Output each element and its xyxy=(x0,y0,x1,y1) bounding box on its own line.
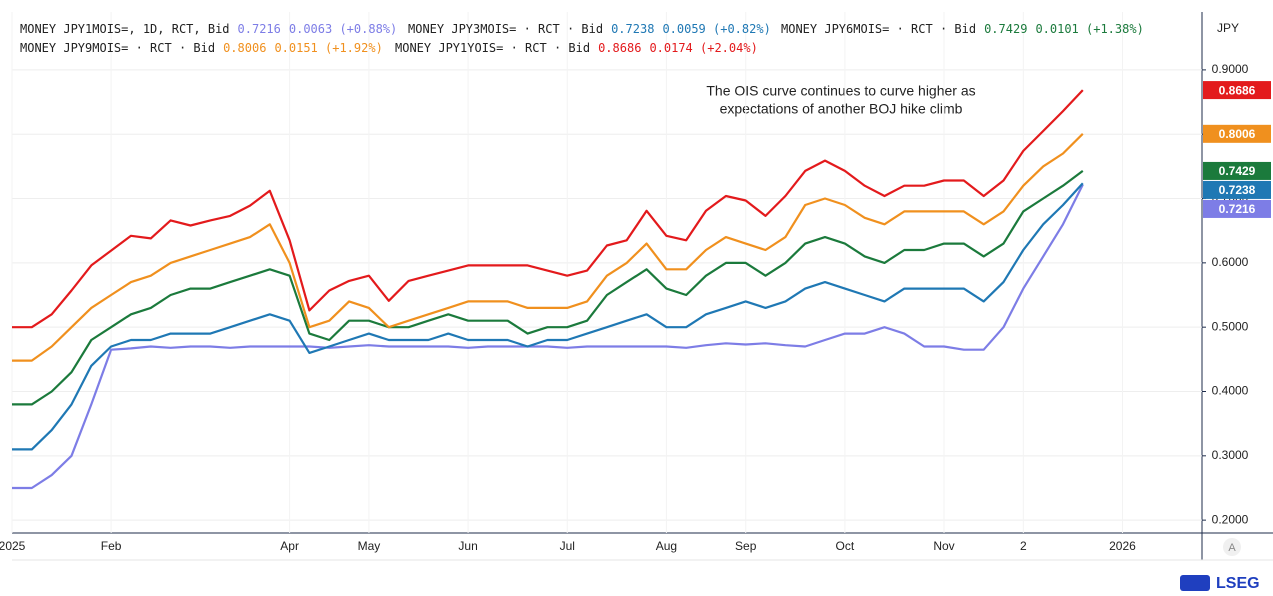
y-tick-label: 0.4000 xyxy=(1212,384,1249,398)
legend-value: 0.8006 xyxy=(223,41,266,55)
x-tick-label: Jun xyxy=(458,539,477,553)
legend-name: MONEY JPY1YOIS= · RCT · Bid xyxy=(395,41,590,55)
y-tick-label: 0.3000 xyxy=(1212,448,1249,462)
x-tick-label: Oct xyxy=(836,539,855,553)
series-line xyxy=(12,133,1084,362)
y-tick-label: 0.6000 xyxy=(1212,255,1249,269)
price-badge-label: 0.7238 xyxy=(1219,183,1256,197)
brand: LSEG xyxy=(1216,575,1260,592)
legend-entry: MONEY JPY6MOIS= · RCT · Bid 0.7429 0.0101 … xyxy=(781,22,1144,36)
legend-change: 0.0151 (+1.92%) xyxy=(274,41,382,55)
legend-entry: MONEY JPY1YOIS= · RCT · Bid 0.8686 0.0174 … xyxy=(395,41,758,55)
x-tick-label: Nov xyxy=(933,539,954,553)
scale-button[interactable]: A xyxy=(1228,542,1236,554)
x-tick-label: 2 xyxy=(1020,539,1027,553)
scale-button-bg[interactable] xyxy=(1223,538,1241,556)
y-tick-label: 0.9000 xyxy=(1212,62,1249,76)
series-line xyxy=(12,170,1084,406)
price-badge xyxy=(1203,180,1271,199)
series-line xyxy=(12,182,1084,451)
legend-value: 0.7238 xyxy=(611,22,654,36)
x-tick-label: Aug xyxy=(656,539,677,553)
y-unit: JPY xyxy=(1217,21,1239,35)
legend-change: 0.0059 (+0.82%) xyxy=(662,22,770,36)
price-badge xyxy=(1203,199,1271,218)
x-tick-label: Sep xyxy=(735,539,757,553)
legend-name: MONEY JPY3MOIS= · RCT · Bid xyxy=(408,22,603,36)
x-tick-label: May xyxy=(358,539,381,553)
y-tick-label: 0.5000 xyxy=(1212,319,1249,333)
series-line xyxy=(12,184,1084,490)
logo-mark xyxy=(1180,575,1210,591)
price-badge-label: 0.8006 xyxy=(1219,127,1256,141)
legend-name: MONEY JPY1MOIS=, 1D, RCT, Bid xyxy=(20,22,230,36)
price-badge-label: 0.7216 xyxy=(1219,202,1256,216)
legend-name: MONEY JPY6MOIS= · RCT · Bid xyxy=(781,22,976,36)
annotation: expectations of another BOJ hike climb xyxy=(720,101,963,117)
x-tick-label: 2025 xyxy=(0,539,26,553)
legend-change: 0.0063 (+0.88%) xyxy=(289,22,397,36)
x-tick-label: Feb xyxy=(101,539,122,553)
x-tick-label: 2026 xyxy=(1109,539,1136,553)
legend-value: 0.8686 xyxy=(598,41,641,55)
brand-logo: LSEG xyxy=(1180,575,1260,592)
legend-entry: MONEY JPY3MOIS= · RCT · Bid 0.7238 0.0059 … xyxy=(408,22,771,36)
y-tick-label: 0.2000 xyxy=(1212,512,1249,526)
legend-value: 0.7216 xyxy=(238,22,281,36)
legend-entry: MONEY JPY1MOIS=, 1D, RCT, Bid 0.7216 0.006… xyxy=(20,22,397,36)
legend-name: MONEY JPY9MOIS= · RCT · Bid xyxy=(20,41,215,55)
legend-value: 0.7429 xyxy=(984,22,1027,36)
legend-change: 0.0174 (+2.04%) xyxy=(649,41,757,55)
legend-entry: MONEY JPY9MOIS= · RCT · Bid 0.8006 0.0151 … xyxy=(20,41,383,55)
price-badge-label: 0.8686 xyxy=(1219,83,1256,97)
legend-change: 0.0101 (+1.38%) xyxy=(1035,22,1143,36)
price-badge-label: 0.7429 xyxy=(1219,164,1256,178)
series-line xyxy=(12,89,1084,329)
price-badge xyxy=(1203,124,1271,143)
x-tick-label: Apr xyxy=(280,539,299,553)
price-badge xyxy=(1203,81,1271,100)
annotation: The OIS curve continues to curve higher … xyxy=(706,83,975,99)
x-tick-label: Jul xyxy=(560,539,575,553)
price-badge xyxy=(1203,161,1271,180)
